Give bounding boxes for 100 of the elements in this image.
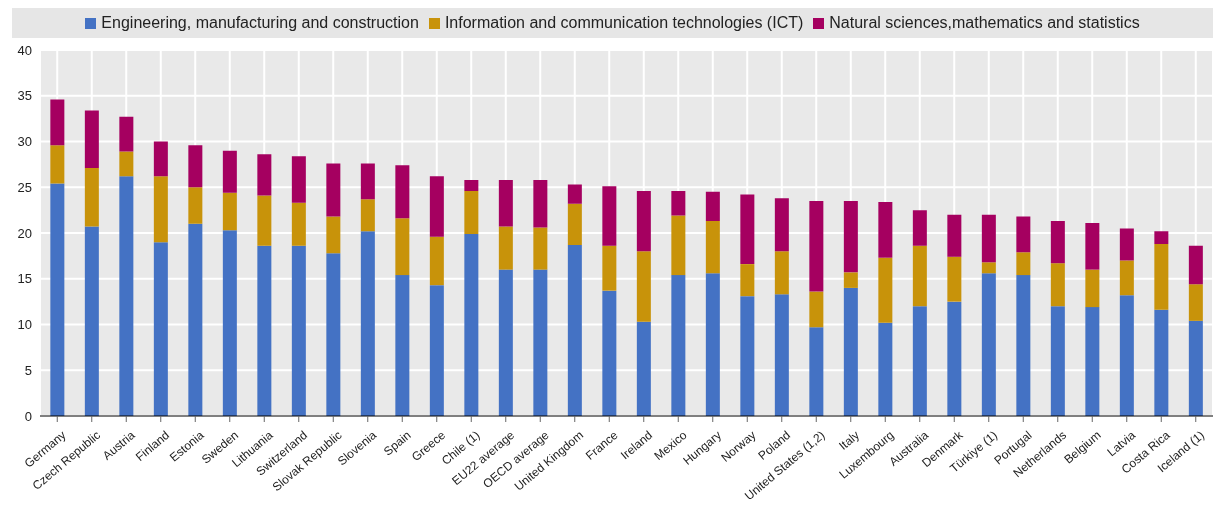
y-tick-label: 20 xyxy=(17,225,32,241)
bar xyxy=(1188,245,1203,285)
bar xyxy=(464,233,479,416)
legend-label: Natural sciences,mathematics and statistics xyxy=(828,14,1140,32)
bar xyxy=(705,191,720,222)
bar xyxy=(429,236,444,286)
bar xyxy=(1119,228,1134,261)
bar xyxy=(1016,275,1031,416)
bar xyxy=(671,275,686,416)
bar xyxy=(1085,269,1100,308)
bar xyxy=(464,190,479,234)
bar xyxy=(740,264,755,297)
bar xyxy=(878,322,893,416)
bar xyxy=(153,141,168,177)
bar xyxy=(1085,222,1100,270)
bar xyxy=(429,285,444,416)
bar xyxy=(360,199,375,232)
bar xyxy=(947,214,962,257)
bar xyxy=(464,179,479,191)
bar xyxy=(1085,307,1100,416)
bar xyxy=(947,256,962,302)
bar xyxy=(84,110,99,169)
bar xyxy=(843,200,858,273)
bar xyxy=(1050,306,1065,416)
bar xyxy=(1154,309,1169,416)
bar xyxy=(774,294,789,416)
bar xyxy=(774,198,789,252)
bar xyxy=(567,203,582,245)
bar xyxy=(912,306,927,416)
bar xyxy=(809,200,824,292)
bar xyxy=(533,269,548,416)
bar xyxy=(1119,295,1134,416)
bar xyxy=(326,216,341,254)
y-tick-label: 15 xyxy=(17,271,32,287)
y-tick-label: 5 xyxy=(24,362,32,378)
bar xyxy=(222,192,237,231)
bar xyxy=(602,245,617,291)
bar xyxy=(395,218,410,276)
bar xyxy=(981,214,996,263)
bar xyxy=(222,230,237,416)
bar xyxy=(602,186,617,246)
bar xyxy=(188,187,203,224)
bar xyxy=(84,168,99,227)
bar xyxy=(809,291,824,328)
bar xyxy=(257,195,272,246)
legend-label: Information and communication technologies (ICT) xyxy=(443,14,804,32)
bar xyxy=(326,253,341,416)
bar xyxy=(1154,243,1169,310)
bar xyxy=(636,190,651,252)
bar xyxy=(705,273,720,416)
bar xyxy=(360,231,375,416)
bar xyxy=(1154,231,1169,244)
y-tick-label: 40 xyxy=(17,42,32,58)
bar xyxy=(291,202,306,246)
legend-label: Engineering, manufacturing and construction xyxy=(100,14,419,32)
bar xyxy=(981,262,996,274)
bar xyxy=(291,156,306,203)
bar xyxy=(291,245,306,416)
bar xyxy=(498,269,513,416)
bar xyxy=(912,245,927,307)
bar xyxy=(498,179,513,227)
y-tick-label: 0 xyxy=(24,408,32,424)
y-tick-label: 10 xyxy=(17,317,32,333)
bar xyxy=(671,190,686,216)
y-tick-label: 30 xyxy=(17,134,32,150)
bar xyxy=(257,245,272,416)
bar xyxy=(636,321,651,416)
bar xyxy=(498,226,513,270)
bar xyxy=(878,257,893,323)
bar xyxy=(602,290,617,416)
bar xyxy=(671,215,686,276)
bar xyxy=(947,301,962,416)
bar xyxy=(50,145,65,184)
bar xyxy=(843,272,858,288)
bar xyxy=(533,227,548,270)
y-tick-label: 35 xyxy=(17,88,32,104)
bar xyxy=(1016,252,1031,276)
bar xyxy=(395,165,410,219)
bar xyxy=(50,99,65,146)
bar xyxy=(257,154,272,196)
bar xyxy=(188,223,203,416)
bar xyxy=(1016,216,1031,253)
bar xyxy=(878,201,893,258)
y-tick-label: 25 xyxy=(17,179,32,195)
bar xyxy=(395,275,410,416)
bar xyxy=(84,226,99,416)
bar xyxy=(705,221,720,274)
bar xyxy=(740,194,755,265)
bar xyxy=(1188,284,1203,321)
bar xyxy=(843,287,858,416)
bar xyxy=(153,242,168,416)
bar xyxy=(567,244,582,416)
bar xyxy=(119,151,134,177)
bar xyxy=(360,163,375,200)
bar xyxy=(912,210,927,246)
bar xyxy=(326,163,341,217)
bar xyxy=(636,251,651,322)
bar xyxy=(740,296,755,416)
bar xyxy=(567,184,582,204)
bar xyxy=(119,116,134,152)
